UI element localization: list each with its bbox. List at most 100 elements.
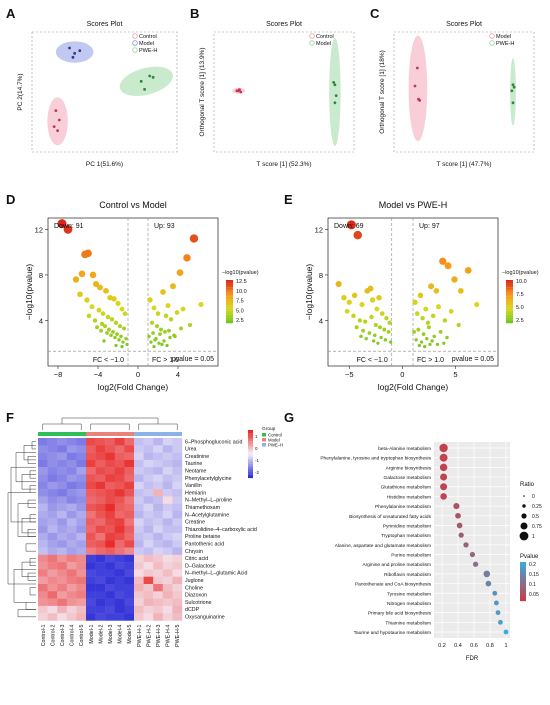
heatmap-cell bbox=[95, 576, 106, 585]
pathway-point bbox=[463, 542, 469, 548]
scale-bar-segment bbox=[248, 458, 253, 461]
heatmap-cell bbox=[76, 576, 87, 585]
data-point bbox=[419, 340, 424, 344]
heatmap-cell bbox=[38, 591, 48, 599]
heatmap-cell bbox=[66, 540, 77, 548]
colorbar-segment bbox=[506, 283, 513, 286]
legend-label: Control bbox=[139, 34, 157, 40]
confidence-ellipse bbox=[329, 38, 341, 146]
heatmap-cell bbox=[105, 445, 115, 453]
pvalue-tick-label: 0.15 bbox=[529, 572, 539, 578]
data-point bbox=[421, 332, 426, 336]
pathway-label: Arginine and proline metabolism bbox=[362, 562, 431, 568]
heatmap-cell bbox=[47, 496, 58, 504]
pvalue-colorbar-segment bbox=[520, 599, 526, 602]
colorbar-segment bbox=[506, 319, 513, 322]
heatmap-cell bbox=[95, 489, 106, 497]
heatmap-cell bbox=[162, 489, 173, 497]
colorbar-segment bbox=[506, 285, 513, 288]
column-label: Model-3 bbox=[108, 624, 114, 643]
heatmap-cell bbox=[86, 613, 96, 621]
pvalue-colorbar-segment bbox=[520, 590, 526, 593]
row-dendrogram-branch bbox=[21, 518, 36, 534]
colorbar-segment bbox=[506, 308, 513, 311]
column-dendrogram-branch bbox=[42, 423, 82, 430]
heatmap-cell bbox=[38, 569, 48, 577]
heatmap-cell bbox=[57, 532, 67, 541]
heatmap-cell bbox=[66, 445, 77, 453]
heatmap-cell bbox=[134, 518, 144, 526]
heatmap-cell bbox=[86, 445, 96, 453]
heatmap-cell bbox=[114, 562, 125, 570]
data-point bbox=[444, 262, 452, 270]
heatmap-cell bbox=[105, 474, 115, 482]
heatmap-cell bbox=[86, 569, 96, 577]
colorbar-segment bbox=[506, 298, 513, 300]
heatmap-cell bbox=[76, 438, 87, 446]
heatmap-cell bbox=[162, 569, 173, 577]
heatmap-cell bbox=[86, 481, 96, 490]
data-point bbox=[174, 310, 180, 315]
data-point bbox=[119, 334, 123, 339]
data-point bbox=[384, 315, 389, 321]
y-tick-label: 12 bbox=[35, 225, 43, 234]
pvalue-colorbar-segment bbox=[520, 569, 526, 572]
heatmap-cell bbox=[95, 613, 106, 621]
row-dendrogram-branch bbox=[10, 466, 36, 523]
row-label: N–Methyl–L–proline bbox=[185, 498, 232, 504]
data-point bbox=[332, 81, 336, 84]
heatmap-cell bbox=[153, 459, 163, 468]
fc-right-label: FC > 1.0 bbox=[152, 357, 179, 364]
data-point bbox=[369, 314, 374, 320]
heatmap-cell bbox=[57, 467, 67, 475]
heatmap-cell bbox=[86, 459, 96, 468]
data-point bbox=[84, 249, 92, 258]
data-point bbox=[147, 334, 151, 339]
pathway-label: Taurine and hypotaurine metabolism bbox=[354, 630, 431, 636]
heatmap-cell bbox=[76, 540, 87, 548]
ratio-legend-label: 0.75 bbox=[532, 524, 542, 530]
heatmap-cell bbox=[124, 445, 135, 453]
heatmap-cell bbox=[86, 584, 96, 592]
heatmap-cell bbox=[86, 525, 96, 534]
heatmap-cell bbox=[134, 576, 144, 585]
confidence-ellipse bbox=[119, 66, 173, 97]
data-point bbox=[52, 125, 56, 129]
data-point bbox=[415, 66, 419, 70]
scale-tick-label: 1 bbox=[255, 434, 258, 439]
scale-bar-segment bbox=[248, 473, 253, 475]
data-point bbox=[359, 301, 365, 308]
group-color-bar bbox=[134, 432, 182, 436]
heatmap-cell bbox=[86, 562, 96, 570]
data-point bbox=[417, 97, 420, 101]
data-point bbox=[143, 87, 146, 91]
heatmap-cell bbox=[76, 554, 87, 563]
data-point bbox=[77, 291, 83, 298]
pathway-label: Tyrosine metabolism bbox=[387, 591, 431, 597]
heatmap-cell bbox=[38, 518, 48, 526]
scale-bar-segment bbox=[248, 463, 253, 466]
colorbar-segment bbox=[226, 287, 233, 290]
data-point bbox=[168, 317, 174, 322]
heatmap-cell bbox=[105, 467, 115, 475]
data-point bbox=[367, 331, 372, 335]
row-label: 6–Phosphogluconic acid bbox=[185, 439, 242, 445]
data-point bbox=[180, 306, 186, 312]
colorbar-segment bbox=[506, 280, 513, 282]
heatmap-cell bbox=[143, 540, 154, 548]
pvalue-colorbar-segment bbox=[520, 581, 526, 584]
heatmap-cell bbox=[162, 554, 173, 563]
pathway-label: Arginine biosynthesis bbox=[386, 465, 432, 471]
data-point bbox=[435, 342, 440, 346]
row-label: Urea bbox=[185, 447, 197, 453]
legend-marker bbox=[132, 40, 138, 46]
data-point bbox=[163, 329, 167, 334]
column-label: Control-4 bbox=[70, 624, 76, 646]
heatmap-cell bbox=[124, 613, 135, 621]
colorbar-tick-label: 10.0 bbox=[516, 279, 527, 285]
pvalue-line-label: pvalue = 0.05 bbox=[452, 356, 494, 363]
data-point bbox=[334, 94, 338, 97]
heatmap-cell bbox=[86, 503, 96, 512]
data-point bbox=[372, 333, 377, 338]
data-point bbox=[176, 269, 184, 276]
